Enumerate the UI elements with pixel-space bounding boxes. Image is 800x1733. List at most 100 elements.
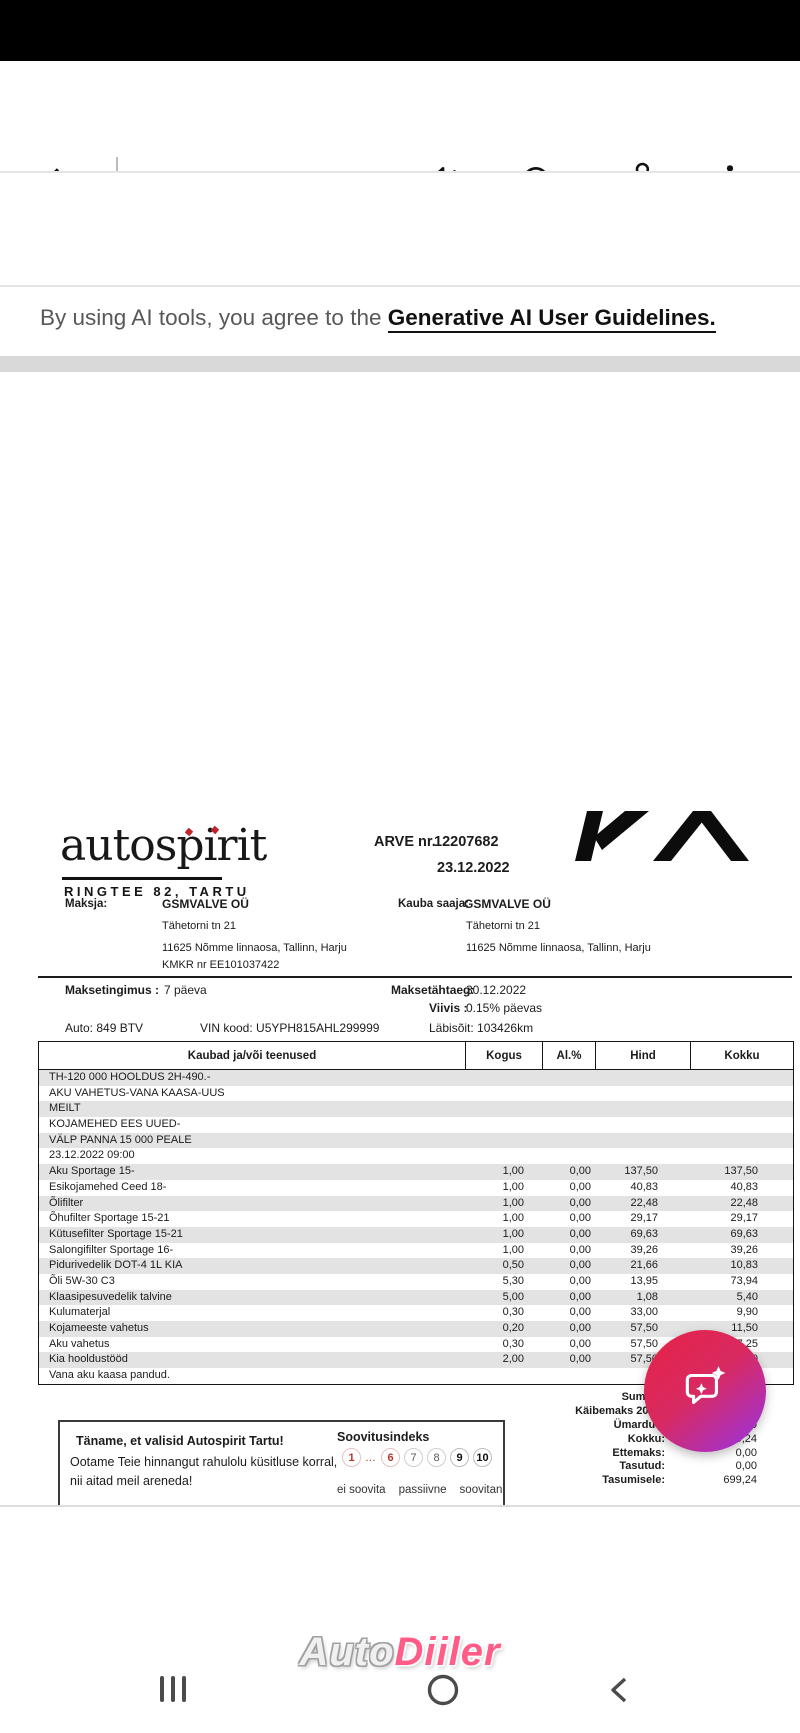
mileage: Läbisõit: 103426km — [429, 1021, 534, 1035]
logo-rule — [62, 877, 222, 880]
table-cell: 0,00 — [569, 1290, 591, 1303]
feedback-scale-labels: ei soovita passiivne soovitan — [337, 1484, 502, 1496]
terms-label: Maksetingimus : — [65, 983, 160, 997]
table-row: TH-120 000 HOOLDUS 2H-490.- — [39, 1070, 793, 1086]
table-cell: 0,50 — [502, 1259, 524, 1272]
scale-label: passiivne — [398, 1484, 447, 1496]
receiver-name: GSMVALVE OÜ — [464, 897, 551, 911]
table-cell: 0,00 — [569, 1227, 591, 1240]
ai-assistant-fab[interactable] — [644, 1330, 766, 1452]
guidelines-link[interactable]: Generative AI User Guidelines. — [387, 305, 716, 333]
table-cell — [542, 1101, 595, 1117]
feedback-title: Täname, et valisid Autospirit Tartu! — [76, 1434, 284, 1448]
table-cell: 21,66 — [630, 1259, 658, 1272]
table-row: Salongifilter Sportage 16- 1,00 0,00 39,26 3… — [39, 1243, 793, 1259]
table-cell — [465, 1117, 542, 1133]
totals-row: Tasumisele: 699,24 — [400, 1474, 757, 1488]
table-cell — [595, 1117, 690, 1133]
interest-value: 0.15% päevas — [466, 1001, 543, 1015]
table-row: Õlifilter 1,00 0,00 22,48 22,48 — [39, 1195, 793, 1212]
table-cell: Aku Sportage 15- — [49, 1165, 135, 1178]
table-row: Kütusefilter Sportage 15-21 1,00 0,00 69,63… — [39, 1226, 793, 1243]
interest-label: Viivis : — [429, 1001, 468, 1015]
table-cell: 1,00 — [502, 1243, 524, 1256]
totals-value: 699,24 — [723, 1474, 757, 1487]
payer-address1: Tähetorni tn 21 — [162, 920, 236, 932]
table-cell: Kojameeste vahetus — [49, 1322, 149, 1334]
table-cell — [690, 1117, 793, 1133]
payer-address2: 11625 Nõmme linnaosa, Tallinn, Harju — [162, 942, 347, 954]
table-cell: 29,17 — [630, 1212, 658, 1225]
table-cell: 0,00 — [569, 1196, 591, 1209]
table-row: Pidurivedelik DOT-4 1L KIA 0,50 0,00 21,66 1… — [39, 1258, 793, 1274]
disclaimer-text: By using AI tools, you agree to the Gene… — [40, 305, 716, 333]
invoice-number: 12207682 — [434, 834, 499, 850]
divider-rule — [38, 976, 792, 978]
totals-label: Tasutud: — [619, 1460, 665, 1473]
table-cell — [465, 1101, 542, 1117]
table-cell: 0,00 — [569, 1180, 591, 1193]
table-cell: 0,00 — [569, 1322, 591, 1334]
invoice-table-body: TH-120 000 HOOLDUS 2H-490.- AKU VAHETUS-V… — [39, 1070, 793, 1384]
table-row: Kulumaterjal 0,30 0,00 33,00 9,90 — [39, 1305, 793, 1321]
vendor-logo-text: autospirit — [60, 820, 267, 871]
feedback-line2: nii aitad meil areneda! — [70, 1474, 193, 1488]
generative-summary-banner: Generative summary Continue — [0, 173, 800, 436]
header-cell: Kokku — [690, 1042, 793, 1069]
table-cell — [465, 1133, 542, 1149]
table-cell: 137,50 — [724, 1165, 758, 1178]
table-cell — [595, 1086, 690, 1102]
table-cell — [542, 1070, 595, 1086]
table-cell: Esikojamehed Ceed 18- — [49, 1180, 167, 1193]
table-cell — [542, 1368, 595, 1384]
totals-label: Käibemaks 20% : — [575, 1404, 665, 1417]
table-row: VÄLP PANNA 15 000 PEALE — [39, 1132, 793, 1149]
table-row: Õhufilter Sportage 15-21 1,00 0,00 29,17 29,… — [39, 1211, 793, 1227]
table-cell — [542, 1133, 595, 1149]
table-cell: 73,94 — [730, 1274, 758, 1287]
app-bar — [0, 61, 800, 205]
table-cell: VÄLP PANNA 15 000 PEALE — [49, 1133, 192, 1146]
table-cell: 2,00 — [502, 1353, 524, 1366]
table-cell — [690, 1133, 793, 1149]
table-cell — [690, 1148, 793, 1164]
table-row: MEILT — [39, 1101, 793, 1118]
home-icon[interactable] — [426, 1673, 460, 1712]
table-cell — [465, 1070, 542, 1086]
table-cell — [465, 1086, 542, 1102]
totals-value: 0,00 — [735, 1460, 757, 1473]
table-cell: 0,00 — [569, 1306, 591, 1319]
table-cell: 0,00 — [569, 1274, 591, 1287]
receiver-address1: Tähetorni tn 21 — [466, 920, 540, 932]
table-row: AKU VAHETUS-VANA KAASA-UUS — [39, 1086, 793, 1102]
table-cell: 29,17 — [730, 1212, 758, 1225]
table-cell: 33,00 — [630, 1306, 658, 1319]
table-cell: 10,83 — [730, 1259, 758, 1272]
pdf-page: autospirit RINGTEE 82, TARTU ARVE nr. 12… — [0, 372, 800, 1733]
table-cell: 11,50 — [731, 1322, 758, 1334]
table-cell: 69,63 — [730, 1227, 758, 1240]
feedback-box: Täname, et valisid Autospirit Tartu! Oot… — [58, 1420, 505, 1512]
table-row: Esikojamehed Ceed 18- 1,00 0,00 40,83 40,83 — [39, 1180, 793, 1196]
totals-row: Tasutud: 0,00 — [400, 1460, 757, 1474]
table-cell: 57,50 — [630, 1322, 658, 1334]
kia-logo — [545, 809, 785, 866]
scale-number: 10 — [473, 1448, 492, 1467]
table-cell: AKU VAHETUS-VANA KAASA-UUS — [49, 1086, 225, 1099]
vin-code: VIN kood: U5YPH815AHL299999 — [200, 1021, 380, 1035]
back-nav-icon[interactable] — [606, 1675, 634, 1710]
table-cell: TH-120 000 HOOLDUS 2H-490.- — [49, 1071, 211, 1083]
ai-disclaimer: By using AI tools, you agree to the Gene… — [0, 287, 800, 356]
table-cell: 39,26 — [630, 1243, 658, 1256]
table-cell: 1,00 — [502, 1227, 524, 1240]
payer-name: GSMVALVE OÜ — [162, 897, 249, 911]
recents-icon[interactable] — [160, 1676, 192, 1702]
scale-number: 6 — [381, 1448, 400, 1467]
totals-row: Ettemaks: 0,00 — [400, 1447, 757, 1461]
table-cell: 1,00 — [502, 1212, 524, 1225]
scale-number: 8 — [427, 1448, 446, 1467]
status-bar — [0, 0, 800, 61]
table-cell: Õlifilter — [49, 1196, 84, 1209]
payer-vat: KMKR nr EE101037422 — [162, 959, 280, 971]
